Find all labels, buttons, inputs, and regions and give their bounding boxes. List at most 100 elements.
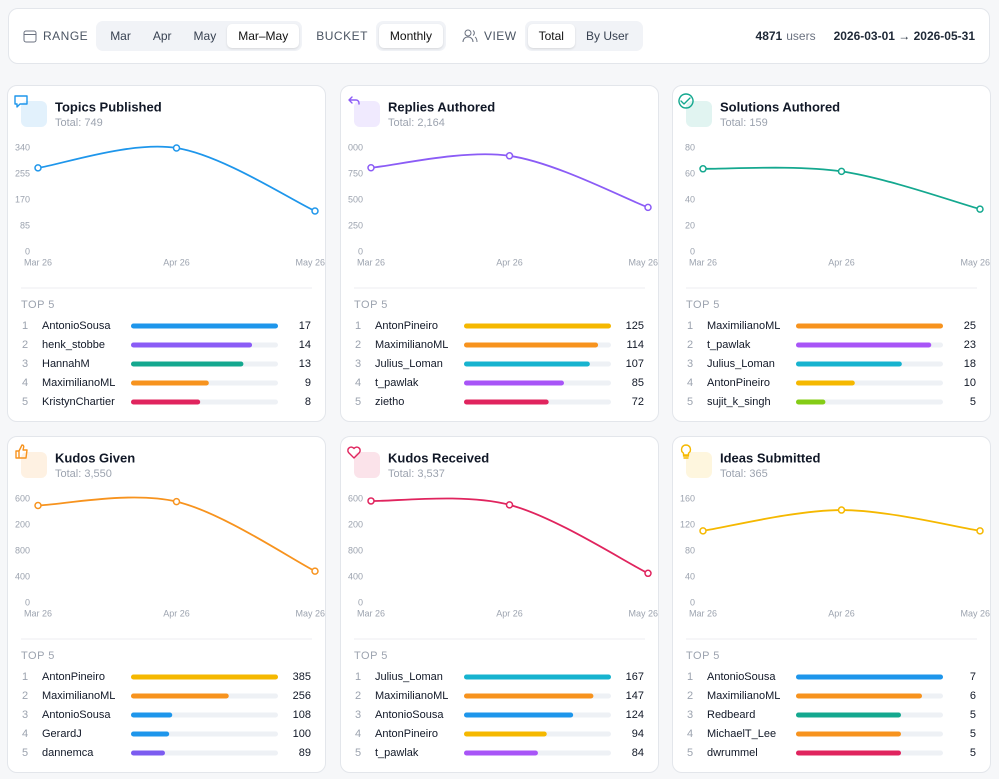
range-option[interactable]: May bbox=[193, 29, 217, 43]
user-count: 4871 bbox=[755, 29, 783, 43]
icon-bg bbox=[21, 101, 47, 127]
x-tick-label: May 26 bbox=[295, 257, 325, 267]
range-option[interactable]: Mar–May bbox=[227, 24, 300, 48]
line bbox=[370, 497, 649, 575]
top-title: TOP 5 bbox=[686, 299, 720, 311]
user-name: Julius_Loman bbox=[375, 671, 443, 683]
user-name: t_pawlak bbox=[707, 339, 751, 351]
y-tick-label: 600 bbox=[348, 493, 363, 503]
rank: 2 bbox=[687, 690, 693, 702]
icon-bg bbox=[354, 452, 380, 478]
top-title: TOP 5 bbox=[686, 650, 720, 662]
y-tick-label: 255 bbox=[15, 168, 30, 178]
x-tick-label: Apr 26 bbox=[828, 608, 855, 618]
view-option[interactable]: By User bbox=[585, 29, 629, 43]
rank: 3 bbox=[687, 358, 693, 370]
view-option[interactable]: Total bbox=[527, 24, 575, 48]
icon bbox=[348, 96, 360, 105]
icon bbox=[678, 93, 694, 109]
bucket-selector: Monthly bbox=[375, 21, 446, 51]
rank: 1 bbox=[687, 671, 693, 683]
bar bbox=[131, 323, 278, 329]
rank: 2 bbox=[687, 339, 693, 351]
icon-bg bbox=[354, 101, 380, 127]
bar bbox=[464, 380, 564, 386]
y-tick-label: 250 bbox=[348, 220, 363, 230]
panel-title: Replies Authored bbox=[388, 99, 495, 114]
user-value: 94 bbox=[632, 728, 644, 740]
point bbox=[699, 527, 707, 535]
user-name: MaximilianoML bbox=[42, 377, 115, 389]
user-name: t_pawlak bbox=[375, 747, 419, 759]
rank: 2 bbox=[22, 339, 28, 351]
bucket-option[interactable]: Monthly bbox=[378, 24, 443, 48]
y-tick-label: 60 bbox=[685, 168, 695, 178]
rank: 5 bbox=[22, 747, 28, 759]
x-tick-label: May 26 bbox=[960, 608, 990, 618]
rank: 3 bbox=[22, 358, 28, 370]
rank: 2 bbox=[355, 690, 361, 702]
rank: 3 bbox=[22, 709, 28, 721]
user-value: 107 bbox=[626, 358, 644, 370]
bar bbox=[464, 342, 599, 348]
x-tick-label: Apr 26 bbox=[496, 257, 523, 267]
rank: 4 bbox=[355, 728, 361, 740]
bar bbox=[464, 750, 538, 756]
metric-panel: Kudos Received Total: 3,537 0 400 800 200 600 M… bbox=[340, 436, 659, 773]
bar bbox=[796, 674, 943, 680]
user-value: 385 bbox=[293, 671, 311, 683]
user-name: AntonioSousa bbox=[375, 709, 444, 721]
view-selector: Total By User bbox=[524, 21, 643, 51]
panel-title: Solutions Authored bbox=[720, 99, 840, 114]
x-tick-label: Mar 26 bbox=[24, 257, 52, 267]
y-tick-label: 0 bbox=[690, 597, 695, 607]
rank: 3 bbox=[355, 709, 361, 721]
y-tick-label: 0 bbox=[690, 246, 695, 256]
user-name: AntonPineiro bbox=[375, 728, 438, 740]
user-name: sujit_k_singh bbox=[707, 396, 771, 408]
point bbox=[976, 527, 984, 535]
panel-canvas: Kudos Received Total: 3,537 0 400 800 200 600 M… bbox=[347, 446, 658, 759]
y-tick-label: 000 bbox=[348, 142, 363, 152]
panel-canvas: Solutions Authored Total: 159 0 20 40 60 80 Mar… bbox=[678, 93, 990, 408]
view-label: VIEW bbox=[483, 29, 517, 43]
user-value: 84 bbox=[632, 747, 644, 759]
bar bbox=[796, 361, 902, 367]
user-value: 256 bbox=[293, 690, 311, 702]
bar bbox=[131, 342, 253, 348]
y-tick-label: 200 bbox=[15, 519, 30, 529]
line bbox=[370, 153, 649, 209]
user-value: 108 bbox=[293, 709, 311, 721]
point bbox=[311, 207, 319, 215]
panel-total: Total: 2,164 bbox=[388, 117, 445, 129]
top-title: TOP 5 bbox=[21, 650, 55, 662]
bar bbox=[464, 712, 574, 718]
panel-title: Kudos Given bbox=[55, 450, 135, 465]
top-title: TOP 5 bbox=[354, 299, 388, 311]
rank: 4 bbox=[22, 377, 28, 389]
x-tick-label: May 26 bbox=[295, 608, 325, 618]
bar bbox=[131, 380, 209, 386]
date-range: 2026-03-01 → 2026-05-31 bbox=[833, 29, 975, 43]
y-tick-label: 600 bbox=[15, 493, 30, 503]
user-value: 6 bbox=[970, 690, 976, 702]
panel-total: Total: 749 bbox=[55, 117, 103, 129]
user-value: 5 bbox=[970, 747, 976, 759]
bar bbox=[796, 323, 943, 329]
user-value: 9 bbox=[305, 377, 311, 389]
rank: 5 bbox=[355, 396, 361, 408]
metric-panel: Solutions Authored Total: 159 0 20 40 60 80 Mar… bbox=[672, 85, 991, 422]
user-value: 5 bbox=[970, 728, 976, 740]
x-tick-label: Apr 26 bbox=[163, 257, 190, 267]
rank: 5 bbox=[687, 396, 693, 408]
user-name: t_pawlak bbox=[375, 377, 419, 389]
panel-title: Topics Published bbox=[55, 99, 162, 114]
point bbox=[367, 164, 375, 172]
user-value: 23 bbox=[964, 339, 976, 351]
range-option[interactable]: Mar bbox=[110, 29, 131, 43]
range-option[interactable]: Apr bbox=[152, 29, 172, 43]
user-value: 85 bbox=[632, 377, 644, 389]
user-name: MaximilianoML bbox=[707, 690, 780, 702]
